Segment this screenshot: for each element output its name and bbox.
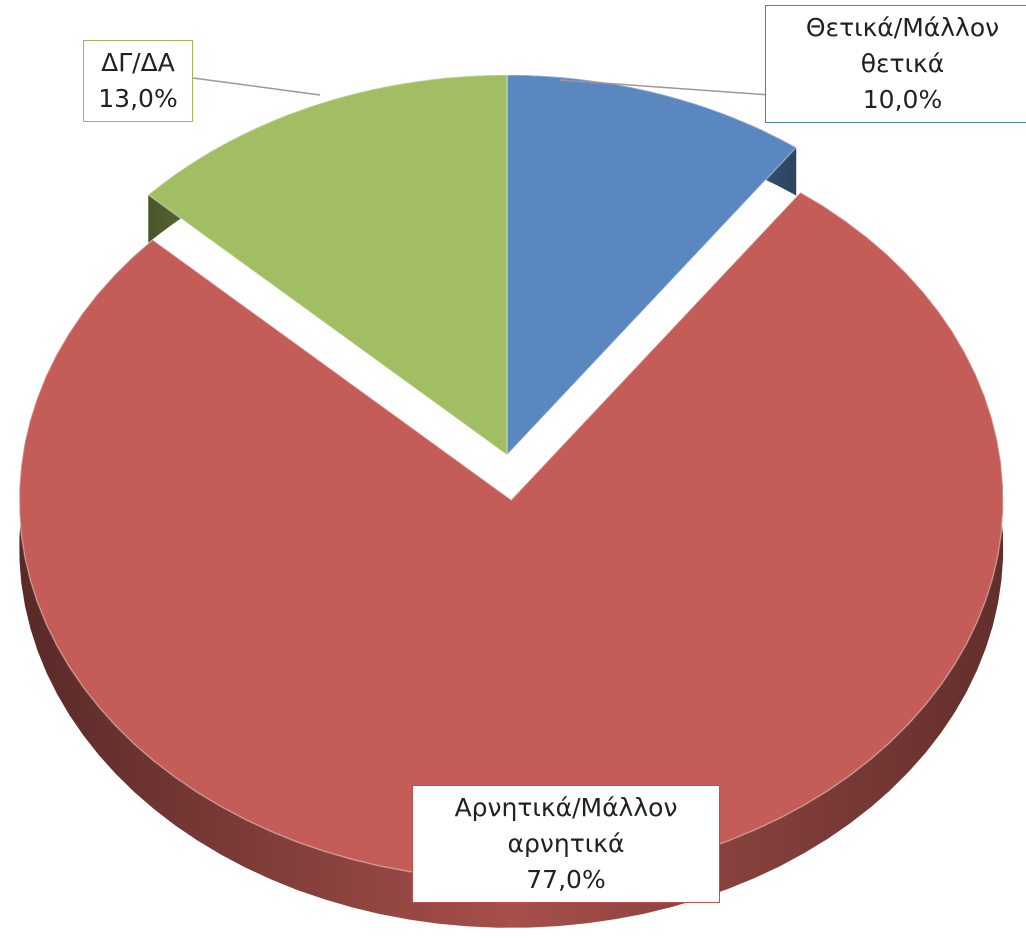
slice bbox=[147, 74, 508, 457]
value-label: 13,0% bbox=[98, 84, 178, 113]
category-label: Θετικά/Μάλλον θετικά bbox=[805, 13, 1000, 78]
category-label: ΔΓ/ΔΑ bbox=[101, 48, 175, 77]
data-label: ΔΓ/ΔΑ 13,0% bbox=[83, 40, 193, 122]
data-label: Αρνητικά/Μάλλον αρνητικά 77,0% bbox=[412, 785, 720, 903]
leader-line bbox=[192, 77, 321, 96]
value-label: 10,0% bbox=[862, 85, 943, 114]
data-label: Θετικά/Μάλλον θετικά 10,0% bbox=[765, 5, 1026, 123]
slice bbox=[506, 74, 798, 457]
leader-line bbox=[559, 79, 771, 96]
category-label: Αρνητικά/Μάλλον αρνητικά bbox=[454, 793, 678, 858]
value-label: 77,0% bbox=[526, 865, 606, 894]
